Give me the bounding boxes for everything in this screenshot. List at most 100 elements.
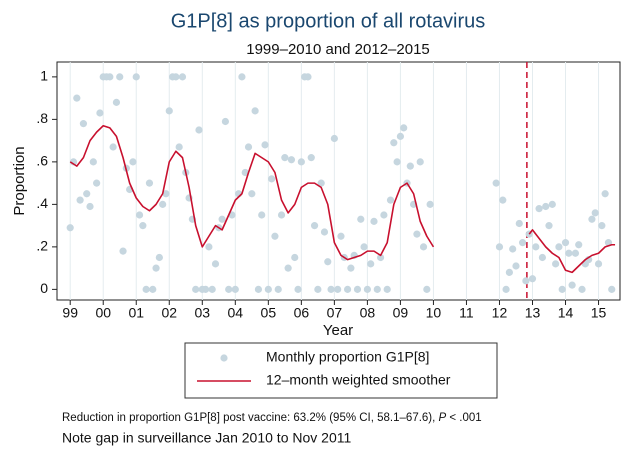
scatter-point bbox=[132, 73, 140, 81]
scatter-point bbox=[248, 190, 256, 198]
scatter-point bbox=[241, 168, 249, 177]
scatter-point bbox=[149, 285, 157, 293]
scatter-point bbox=[502, 285, 510, 293]
scatter-point bbox=[565, 249, 573, 257]
scatter-point bbox=[327, 285, 335, 293]
scatter-point bbox=[79, 120, 88, 128]
scatter-point bbox=[112, 98, 121, 106]
scatter-point bbox=[205, 243, 213, 251]
scatter-point bbox=[66, 224, 74, 232]
scatter-point bbox=[221, 117, 230, 126]
scatter-point bbox=[558, 285, 566, 293]
scatter-point bbox=[89, 158, 97, 166]
scatter-point bbox=[512, 262, 520, 270]
scatter-point bbox=[561, 239, 570, 247]
chart-title: G1P[8] as proportion of all rotavirus bbox=[171, 10, 486, 32]
scatter-point bbox=[211, 260, 220, 268]
scatter-point bbox=[271, 232, 279, 240]
x-tick-label: 02 bbox=[161, 305, 177, 321]
scatter-point bbox=[73, 94, 81, 102]
scatter-point bbox=[155, 253, 163, 262]
scatter-point bbox=[535, 205, 543, 213]
x-tick-label: 07 bbox=[327, 305, 343, 321]
scatter-point bbox=[542, 202, 550, 211]
scatter-point bbox=[152, 264, 160, 272]
scatter-point bbox=[598, 222, 606, 230]
scatter-point bbox=[390, 139, 398, 147]
scatter-point bbox=[93, 179, 101, 187]
scatter-point bbox=[555, 243, 563, 251]
scatter-point bbox=[238, 73, 246, 81]
scatter-point bbox=[518, 239, 527, 247]
scatter-point bbox=[509, 245, 517, 253]
scatter-point bbox=[165, 107, 173, 115]
scatter-point bbox=[386, 196, 395, 204]
scatter-point bbox=[426, 200, 434, 208]
x-tick-label: 05 bbox=[261, 305, 277, 321]
x-tick-label: 08 bbox=[360, 305, 376, 321]
scatter-point bbox=[162, 190, 170, 198]
footnote-text: Reduction in proportion G1P[8] post vacc… bbox=[62, 412, 439, 424]
scatter-point bbox=[268, 175, 276, 183]
scatter-point bbox=[274, 285, 282, 293]
scatter-point bbox=[284, 264, 292, 272]
scatter-point bbox=[608, 285, 616, 293]
scatter-point bbox=[360, 243, 368, 251]
scatter-point bbox=[192, 285, 200, 293]
y-tick-label: .6 bbox=[36, 153, 48, 169]
x-tick-label: 13 bbox=[525, 305, 541, 321]
scatter-point bbox=[571, 249, 580, 257]
scatter-point bbox=[320, 228, 329, 236]
y-axis-label: Proportion bbox=[11, 146, 28, 215]
scatter-point bbox=[314, 285, 322, 293]
scatter-point bbox=[201, 285, 210, 293]
scatter-point bbox=[261, 141, 269, 149]
scatter-point bbox=[304, 73, 312, 81]
scatter-point bbox=[307, 154, 315, 162]
scatter-point bbox=[287, 156, 296, 164]
scatter-point bbox=[373, 285, 381, 293]
scatter-point bbox=[552, 260, 560, 268]
scatter-point bbox=[76, 196, 84, 204]
scatter-point bbox=[317, 179, 325, 187]
scatter-point bbox=[515, 219, 523, 228]
scatter-point bbox=[575, 241, 583, 249]
scatter-point bbox=[548, 200, 556, 208]
scatter-point bbox=[218, 215, 226, 223]
scatter-point bbox=[413, 230, 421, 238]
scatter-point bbox=[116, 73, 124, 81]
x-tick-label: 99 bbox=[62, 305, 78, 321]
scatter-point bbox=[139, 222, 147, 230]
scatter-point bbox=[129, 158, 137, 166]
scatter-point bbox=[495, 243, 504, 251]
scatter-point bbox=[357, 215, 365, 223]
x-tick-label: 10 bbox=[426, 305, 442, 321]
scatter-point bbox=[594, 260, 603, 268]
scatter-point bbox=[347, 264, 355, 272]
scatter-point bbox=[178, 73, 187, 81]
scatter-point bbox=[159, 200, 167, 208]
y-tick-label: 0 bbox=[40, 280, 48, 296]
x-tick-label: 03 bbox=[195, 305, 211, 321]
scatter-point bbox=[377, 253, 385, 262]
scatter-point bbox=[294, 285, 302, 293]
scatter-point bbox=[396, 132, 405, 140]
scatter-point bbox=[505, 268, 513, 276]
scatter-point bbox=[591, 209, 599, 217]
x-tick-label: 09 bbox=[393, 305, 409, 321]
scatter-point bbox=[109, 143, 117, 151]
legend-label: 12–month weighted smoother bbox=[266, 372, 451, 388]
scatter-point bbox=[83, 190, 91, 198]
scatter-point bbox=[86, 202, 94, 211]
scatter-point bbox=[416, 158, 424, 166]
scatter-point bbox=[601, 190, 609, 198]
scatter-point bbox=[96, 109, 104, 117]
scatter-point bbox=[264, 285, 272, 293]
footnote-text: < .001 bbox=[446, 412, 482, 424]
scatter-point bbox=[310, 222, 319, 230]
scatter-point bbox=[244, 143, 253, 151]
scatter-point bbox=[370, 217, 378, 225]
x-tick-label: 12 bbox=[492, 305, 508, 321]
plot-area bbox=[56, 61, 621, 301]
